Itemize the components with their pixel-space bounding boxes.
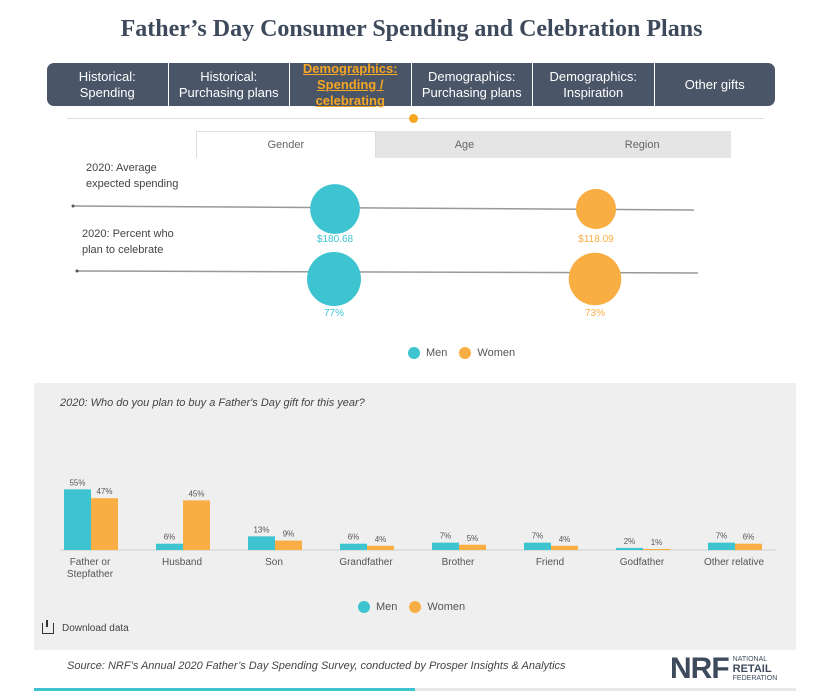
page-title: Father’s Day Consumer Spending and Celeb…: [120, 16, 703, 42]
row-label-celebrate: 2020: Percent who plan to celebrate: [82, 228, 174, 256]
bar-women-value: 6%: [743, 533, 755, 542]
timeline-marker[interactable]: [409, 114, 418, 123]
bar-men-value: 7%: [532, 532, 544, 541]
bar-legend: Men Women: [358, 601, 465, 613]
bubble-women-value: $118.09: [578, 234, 614, 245]
bar-women: [459, 544, 486, 550]
bar-women: [643, 548, 670, 550]
legend-men-label: Men: [426, 347, 448, 359]
bubble-women-value: 73%: [585, 308, 605, 319]
nav-demographics-spending[interactable]: Demographics: Spending / celebrating: [290, 61, 412, 108]
bar-men-value: 6%: [164, 533, 176, 542]
bar-men: [708, 542, 735, 550]
bubble-women: [568, 252, 622, 306]
bar-men-value: 2%: [624, 537, 636, 546]
bubble-row-line-start: [71, 204, 75, 208]
bar-women-value: 9%: [283, 530, 295, 539]
download-icon: [42, 620, 54, 634]
nav-historical-purchasing[interactable]: Historical: Purchasing plans: [169, 63, 290, 106]
bubble-women: [575, 188, 617, 230]
bar-legend-women-label: Women: [427, 601, 466, 613]
logo-mark: NRF: [670, 652, 730, 685]
row-label-spending: 2020: Average expected spending: [86, 162, 179, 190]
nav-demographics-inspiration[interactable]: Demographics: Inspiration: [533, 63, 655, 106]
bar-women-value: 1%: [651, 538, 663, 547]
bar-women-value: 4%: [375, 535, 387, 544]
bar-category-label: Grandfather: [339, 557, 393, 568]
bar-men-value: 6%: [348, 533, 360, 542]
bar-category-label: Brother: [442, 557, 475, 568]
source-note: Source: NRF’s Annual 2020 Father’s Day S…: [67, 660, 566, 672]
bar-men: [524, 542, 551, 550]
nav-historical-spending[interactable]: Historical: Spending: [47, 63, 169, 106]
bar-women-value: 4%: [559, 535, 571, 544]
tab-gender[interactable]: Gender: [196, 131, 376, 158]
bubble-row-line-start: [75, 269, 79, 273]
bubble-men: [310, 184, 360, 234]
bar-men: [432, 542, 459, 550]
bar-men: [248, 536, 275, 550]
progress-track: [415, 688, 796, 691]
download-label: Download data: [62, 623, 129, 634]
bar-category-label: Stepfather: [67, 569, 114, 580]
progress-fill: [34, 688, 415, 691]
bubble-chart: $180.68 $118.09 77% 73%: [71, 184, 699, 319]
nrf-logo: NRF NATIONAL RETAIL FEDERATION: [670, 652, 777, 686]
bar-legend-men-label: Men: [376, 601, 398, 613]
logo-wordmark: NATIONAL RETAIL FEDERATION: [732, 655, 778, 682]
download-data-link[interactable]: Download data: [42, 620, 129, 634]
bar-category-label: Husband: [162, 557, 202, 568]
bubble-legend: Men Women: [408, 347, 515, 359]
tab-region[interactable]: Region: [624, 138, 660, 151]
bar-women: [367, 545, 394, 550]
bar-men: [64, 489, 91, 550]
bar-legend-women-swatch: [409, 601, 422, 613]
bubble-men-value: 77%: [324, 308, 344, 319]
section-nav: Historical: Spending Historical: Purchas…: [47, 61, 775, 108]
bar-women: [91, 498, 118, 550]
bar-men: [616, 547, 643, 550]
bar-men-value: 7%: [716, 532, 728, 541]
legend-women-swatch: [459, 347, 472, 359]
tab-age[interactable]: Age: [454, 138, 475, 151]
bar-legend-men-swatch: [358, 601, 370, 613]
bubble-men: [307, 252, 361, 306]
bar-men-value: 13%: [253, 525, 269, 534]
bar-men-value: 7%: [440, 532, 452, 541]
bar-men: [340, 543, 367, 550]
bar-women: [275, 540, 302, 550]
bar-category-label: Friend: [536, 557, 564, 568]
bar-category-label: Son: [265, 557, 283, 568]
bar-men: [156, 543, 183, 550]
bar-women-value: 45%: [188, 489, 204, 498]
bar-women: [735, 543, 762, 550]
bar-women: [183, 500, 210, 550]
legend-women-label: Women: [477, 347, 516, 359]
bar-category-label: Other relative: [704, 557, 764, 568]
bar-men-value: 55%: [69, 478, 85, 487]
bubble-men-value: $180.68: [317, 234, 354, 245]
bar-category-label: Father or: [70, 557, 111, 568]
gift-recipient-panel: 2020: Who do you plan to buy a Father's …: [34, 383, 796, 650]
nav-demographics-purchasing[interactable]: Demographics: Purchasing plans: [412, 63, 533, 106]
bar-chart-question: 2020: Who do you plan to buy a Father's …: [60, 397, 365, 409]
tab-bar: Gender Age Region: [196, 131, 731, 158]
legend-men-swatch: [408, 347, 420, 359]
bar-category-label: Godfather: [620, 557, 665, 568]
bar-women-value: 5%: [467, 534, 479, 543]
nav-other-gifts[interactable]: Other gifts: [684, 76, 745, 92]
bar-women: [551, 545, 578, 550]
bar-women-value: 47%: [96, 487, 112, 496]
